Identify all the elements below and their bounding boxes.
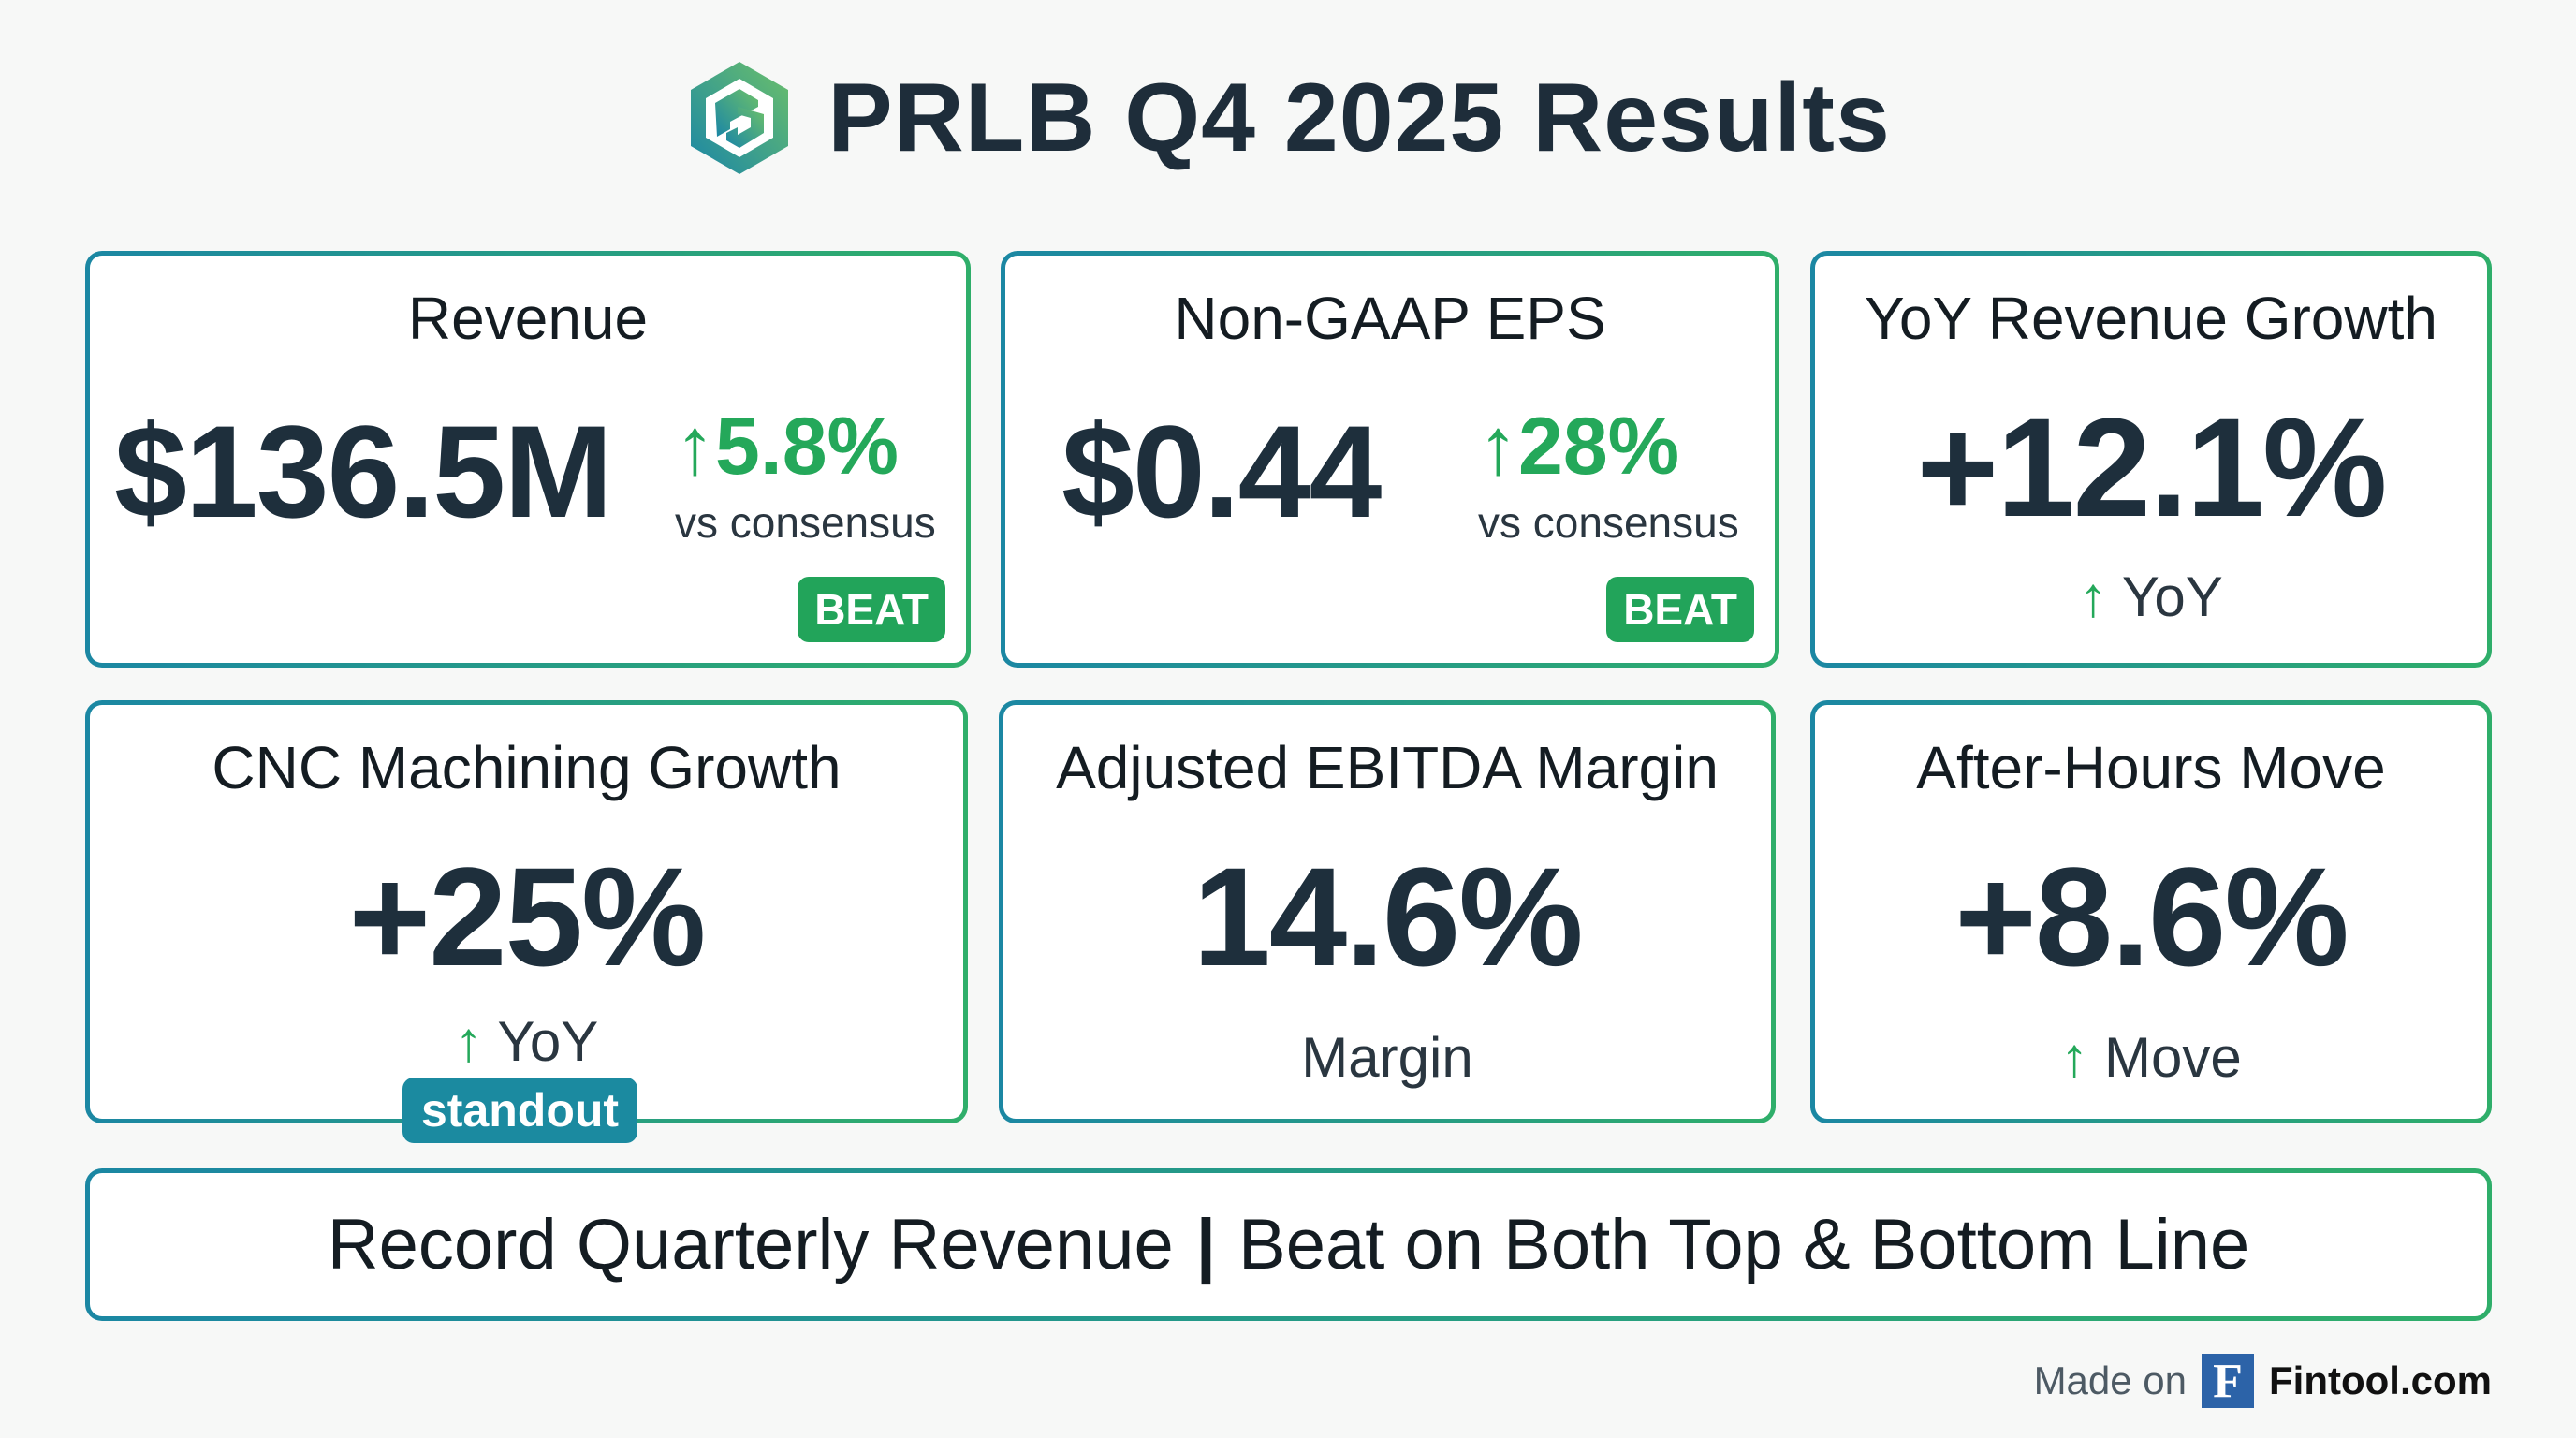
sub-label: YoY — [2121, 565, 2223, 628]
card-title: After-Hours Move — [1916, 734, 2386, 801]
eps-value: $0.44 — [1061, 398, 1382, 545]
banner-left: Record Quarterly Revenue — [327, 1205, 1174, 1284]
eps-card: Non-GAAP EPS $0.44 ↑28% vs consensus BEA… — [1001, 251, 1779, 668]
card-title: Non-GAAP EPS — [1174, 285, 1606, 352]
yoy-revenue-growth-card: YoY Revenue Growth +12.1% ↑ YoY — [1810, 251, 2492, 668]
beat-badge: BEAT — [1606, 577, 1754, 642]
after-hours-card: After-Hours Move +8.6% ↑ Move — [1810, 700, 2492, 1123]
change-value: 5.8% — [715, 402, 900, 492]
change-label: vs consensus — [675, 498, 936, 547]
arrow-up-icon: ↑ — [1478, 402, 1518, 492]
sub-label: Move — [2103, 1026, 2242, 1089]
change-block: ↑28% vs consensus — [1478, 401, 1739, 548]
card-title: Revenue — [407, 285, 649, 352]
fintool-link[interactable]: Fintool.com — [2269, 1358, 2492, 1402]
change-value: 28% — [1518, 402, 1680, 492]
sub-label: Margin — [1301, 1026, 1473, 1089]
cnc-growth-card: CNC Machining Growth +25% ↑ YoY standout — [85, 700, 968, 1143]
card-title: CNC Machining Growth — [212, 734, 842, 801]
standout-badge: standout — [402, 1078, 638, 1143]
banner-separator: | — [1195, 1205, 1217, 1284]
card-title: YoY Revenue Growth — [1865, 285, 2437, 352]
sub-label: YoY — [497, 1010, 599, 1073]
revenue-value: $136.5M — [114, 398, 613, 545]
ebitda-value: 14.6% — [1193, 838, 1583, 995]
card-title: Adjusted EBITDA Margin — [1056, 734, 1719, 801]
change-block: ↑5.8% vs consensus — [675, 401, 936, 548]
after-hours-value: +8.6% — [1954, 838, 2349, 995]
banner-right: Beat on Both Top & Bottom Line — [1238, 1205, 2250, 1284]
arrow-up-icon: ↑ — [2079, 565, 2108, 628]
cnc-value: +25% — [348, 838, 707, 995]
change-label: vs consensus — [1478, 498, 1739, 547]
ebitda-margin-card: Adjusted EBITDA Margin 14.6% Margin — [999, 700, 1776, 1123]
arrow-up-icon: ↑ — [2060, 1026, 2089, 1089]
summary-banner: Record Quarterly Revenue | Beat on Both … — [85, 1168, 2492, 1321]
revenue-card: Revenue $136.5M ↑5.8% vs consensus BEAT — [85, 251, 971, 668]
fintool-logo-icon: F — [2202, 1354, 2255, 1408]
made-on-label: Made on — [2033, 1358, 2188, 1402]
arrow-up-icon: ↑ — [675, 402, 715, 492]
growth-value: +12.1% — [1916, 389, 2388, 546]
page-title: PRLB Q4 2025 Results — [827, 63, 1891, 172]
beat-badge: BEAT — [798, 577, 945, 642]
header: PRLB Q4 2025 Results — [0, 58, 2576, 178]
prlb-logo-icon — [691, 62, 789, 174]
arrow-up-icon: ↑ — [454, 1010, 483, 1073]
footer: Made on F Fintool.com — [2034, 1354, 2492, 1408]
